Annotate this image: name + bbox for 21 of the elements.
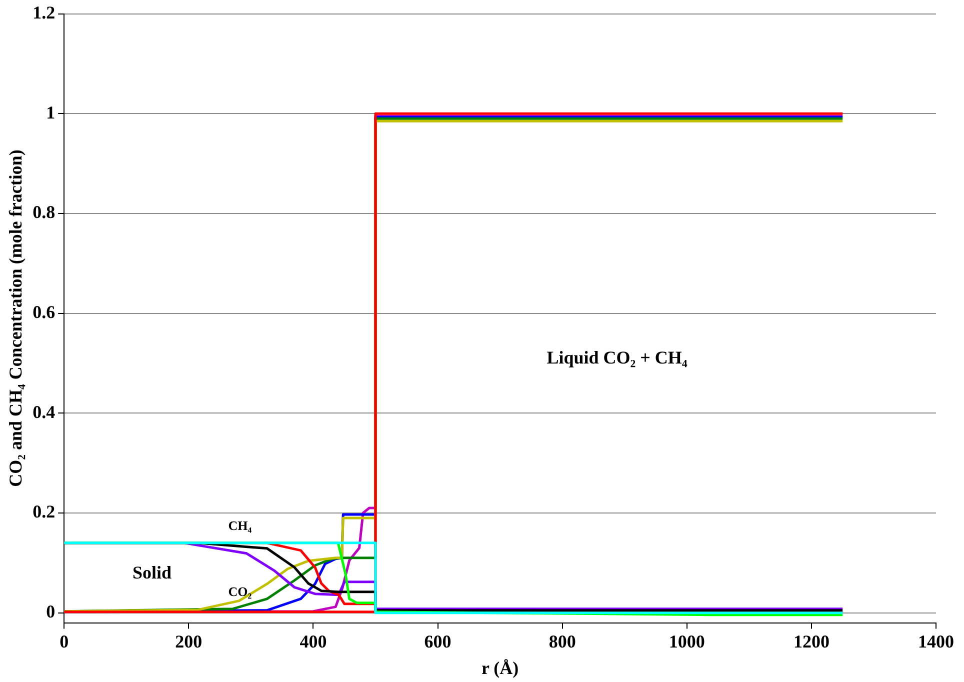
annotation: CH₄ [228, 518, 252, 534]
y-tick-label: 0.8 [32, 202, 56, 222]
x-axis-title: r (Å) [481, 658, 519, 678]
x-tick-label: 800 [548, 631, 576, 652]
annotation: CO₂ [228, 584, 252, 600]
x-tick-label: 1400 [918, 631, 954, 652]
x-tick-label: 1000 [668, 631, 705, 652]
annotation: Solid [132, 562, 172, 584]
x-tick-label: 400 [300, 631, 327, 652]
y-tick-label: 0 [46, 601, 56, 622]
x-tick-label: 0 [60, 631, 69, 652]
annotation: Liquid CO₂ + CH₄ [546, 348, 688, 368]
x-tick-label: 600 [424, 631, 452, 652]
x-tick-label: 1200 [793, 631, 830, 652]
y-tick-label: 1 [46, 102, 56, 122]
y-tick-label: 1.2 [32, 2, 56, 22]
y-axis-title: CO₂ and CH₄ Concentration (mole fraction) [5, 150, 26, 487]
y-tick-label: 0.4 [32, 402, 56, 422]
y-tick-label: 0.2 [32, 502, 56, 522]
y-tick-label: 0.6 [32, 302, 56, 322]
x-tick-label: 200 [175, 631, 202, 652]
